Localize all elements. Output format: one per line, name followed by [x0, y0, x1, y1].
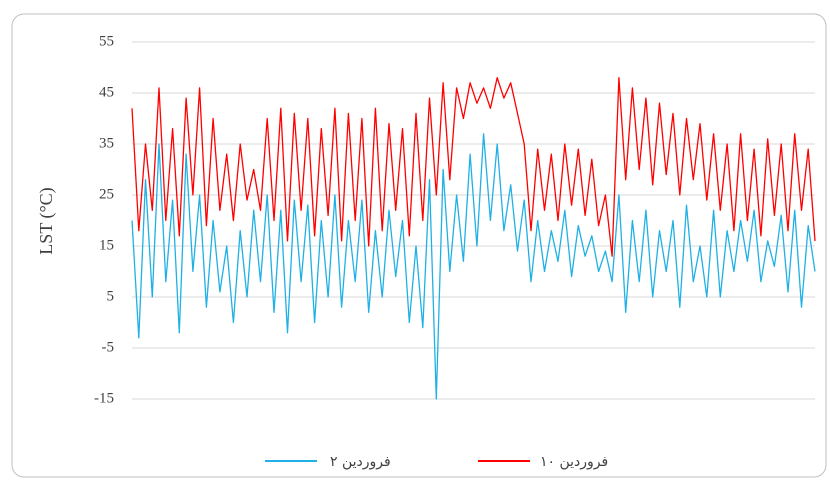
y-tick-label: -15 — [94, 390, 114, 406]
y-tick-label: 15 — [99, 237, 114, 253]
y-tick-label: 55 — [99, 33, 114, 49]
series-line — [131, 77, 816, 257]
y-tick-label: 25 — [99, 186, 114, 202]
series-line — [131, 133, 816, 400]
y-tick-label: 5 — [107, 288, 115, 304]
legend-label: ۱۰ فروردین — [540, 454, 608, 470]
y-tick-label: -5 — [102, 339, 115, 355]
y-tick-label: 35 — [99, 135, 114, 151]
y-axis-label: LST (°C) — [36, 187, 57, 254]
legend-label: ۲ فروردین — [330, 454, 391, 470]
y-tick-label: 45 — [99, 84, 114, 100]
